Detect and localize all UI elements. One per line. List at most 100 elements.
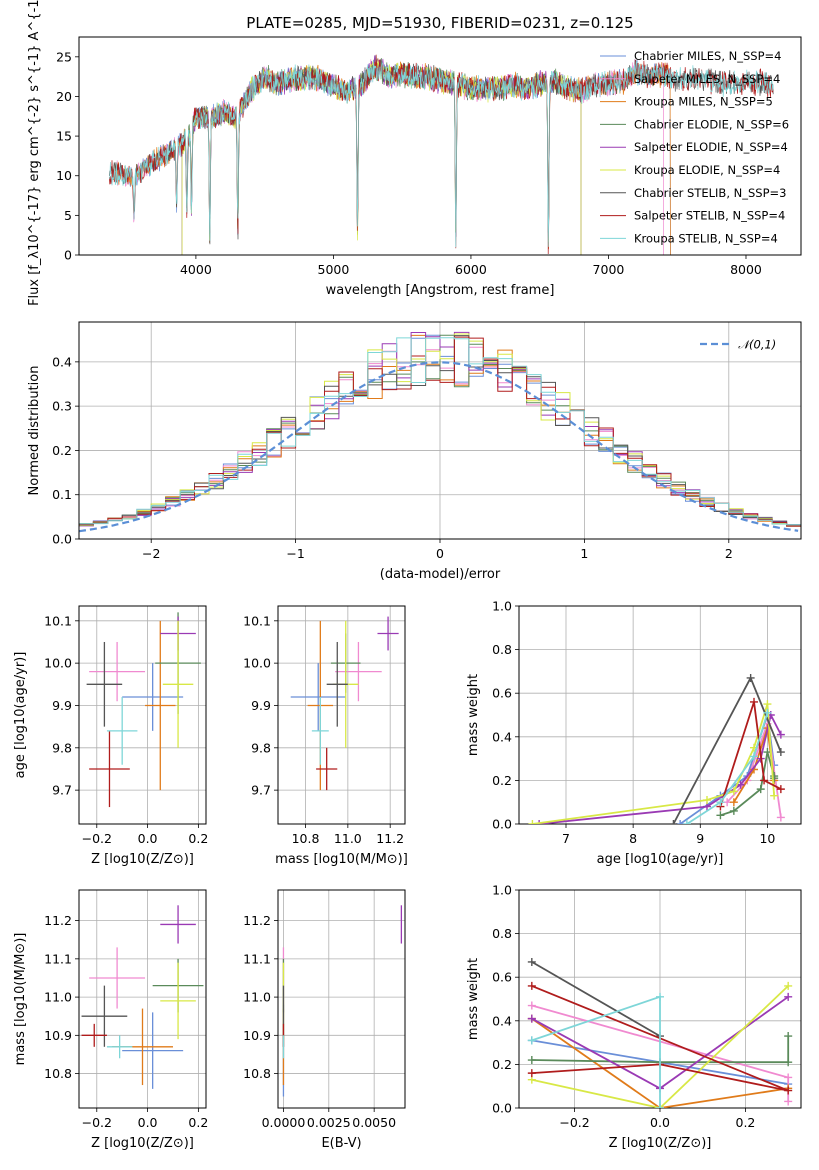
legend-entry: Salpeter MILES, N_SSP=4	[634, 72, 780, 86]
weight-point-marker	[746, 673, 755, 682]
plot-frame	[78, 36, 802, 256]
weight-point-marker	[784, 992, 793, 1001]
mass-vs-ebv-panel: 0.0000 0.0025 0.0050 10.8 10.9 11.0 11.1 11.2 E(…	[243, 889, 406, 1151]
x-tick-label: −0.2	[559, 1115, 589, 1130]
legend-entry: Salpeter ELODIE, N_SSP=4	[634, 140, 788, 154]
weight-point-marker	[784, 1032, 793, 1041]
weight-point-marker	[784, 1086, 793, 1095]
weight-series-line	[539, 712, 782, 824]
y-tick-label: 11.2	[44, 913, 72, 928]
y-tick-label: 9.7	[251, 783, 271, 798]
weight-point-marker	[776, 748, 785, 757]
legend-entry: Salpeter STELIB, N_SSP=4	[634, 209, 785, 223]
x-tick-label: 7	[562, 831, 570, 846]
weight-point-marker	[729, 798, 738, 807]
x-tick-label: 0.0025	[307, 1115, 351, 1130]
x-tick-label: 10	[759, 831, 775, 846]
errorbar-marker	[81, 1023, 107, 1047]
weight-lines	[528, 673, 785, 824]
plot-frame	[78, 889, 207, 1109]
y-tick-label: 15	[56, 129, 72, 144]
errorbar-marker	[335, 641, 382, 702]
x-tick-label: 0.2	[188, 1115, 208, 1130]
histogram-series-step	[79, 336, 801, 528]
spectrum-panel: 4000 5000 6000 7000 8000 0 5 10 15 20 25 wavelength…	[27, 0, 802, 306]
chart-title: PLATE=0285, MJD=51930, FIBERID=0231, z=0…	[246, 14, 633, 32]
errorbar-marker	[162, 620, 194, 748]
y-tick-label: 10.0	[44, 656, 72, 671]
x-tick-label: 4000	[180, 262, 212, 277]
weight-point-marker	[729, 806, 738, 815]
weight-point-marker	[527, 1014, 536, 1023]
y-tick-label: 0.6	[492, 686, 512, 701]
weight-point-marker	[676, 820, 685, 824]
errorbar-points	[282, 905, 403, 1097]
weight-series-line	[686, 712, 769, 824]
y-tick-label: 11.1	[243, 951, 271, 966]
x-tick-label: 8	[629, 831, 637, 846]
weight-point-marker	[716, 811, 725, 820]
x-tick-label: 0.2	[736, 1115, 756, 1130]
weight-point-marker	[682, 820, 691, 824]
x-tick-label: 1	[580, 546, 588, 561]
weight-point-marker	[729, 787, 738, 796]
legend-entry: Kroupa ELODIE, N_SSP=4	[634, 163, 780, 177]
y-tick-label: 9.7	[52, 783, 72, 798]
y-tick-label: 0.0	[52, 532, 72, 547]
weight-point-marker	[763, 708, 772, 717]
errorbar-marker	[160, 962, 196, 1040]
errorbar-marker	[86, 641, 123, 727]
y-tick-label: 0.2	[492, 1057, 512, 1072]
weight-point-marker	[703, 796, 711, 805]
weight-point-marker	[723, 798, 732, 807]
y-tick-label: 10.1	[44, 613, 72, 628]
y-axis-label: mass weight	[466, 958, 481, 1040]
x-tick-label: 0	[436, 546, 444, 561]
weight-point-marker	[669, 820, 678, 824]
errorbar-marker	[89, 641, 146, 702]
errorbar-marker	[122, 1012, 184, 1089]
y-tick-label: 0.6	[492, 970, 512, 985]
massweight-vs-metallicity-panel: −0.2 0.0 0.2 0.0 0.2 0.4 0.6 0.8 1.0 Z [log10(Z/Z…	[466, 883, 802, 1151]
y-tick-label: 11.0	[243, 990, 271, 1005]
weight-point-marker	[527, 1056, 536, 1065]
x-axis-label: mass [log10(M/M⊙)]	[275, 852, 408, 867]
y-tick-label: 9.9	[52, 698, 72, 713]
weight-point-marker	[656, 992, 664, 1001]
legend-entry: Chabrier STELIB, N_SSP=3	[634, 186, 786, 200]
x-tick-label: 11.0	[334, 831, 362, 846]
spectrum-lines	[108, 54, 774, 255]
y-tick-label: 1.0	[492, 599, 512, 614]
weight-point-marker	[776, 730, 785, 739]
x-axis-label: Z [log10(Z/Z⊙)]	[91, 852, 194, 867]
legend-entry: 𝒩(0,1)	[738, 338, 776, 352]
spectrum-series-line	[109, 60, 774, 248]
x-tick-label: 10.8	[292, 831, 320, 846]
y-tick-label: 9.9	[251, 698, 271, 713]
plot-frame	[518, 605, 802, 825]
y-axis-label: mass weight	[466, 674, 481, 756]
weight-point-marker	[716, 798, 725, 807]
y-tick-label: 20	[56, 89, 72, 104]
errorbar-marker	[316, 747, 338, 791]
y-axis-label: age [log10(age/yr)]	[13, 652, 28, 779]
x-tick-label: −0.2	[82, 1115, 112, 1130]
x-tick-label: −2	[142, 546, 160, 561]
weight-point-marker	[527, 1036, 536, 1045]
y-tick-label: 9.8	[251, 740, 271, 755]
massweight-vs-age-panel: 7 8 9 10 0.0 0.2 0.4 0.6 0.8 1.0 age [log10(age/yr…	[466, 599, 802, 867]
weight-point-marker	[760, 776, 769, 785]
weight-series-line	[532, 703, 775, 824]
residuals-histogram-panel: −2 −1 0 1 2 0.0 0.1 0.2 0.3 0.4 (data-model)/error…	[27, 321, 802, 582]
x-tick-label: 9	[696, 831, 704, 846]
x-tick-label: 0.0000	[262, 1115, 306, 1130]
x-tick-label: −0.2	[82, 831, 112, 846]
errorbar-points	[290, 616, 399, 791]
x-tick-label: 11.2	[376, 831, 404, 846]
x-tick-label: 6000	[455, 262, 487, 277]
histogram-series-step	[79, 337, 801, 528]
y-tick-label: 10.8	[243, 1066, 271, 1081]
y-tick-label: 10	[56, 168, 72, 183]
errorbar-marker	[290, 663, 346, 731]
